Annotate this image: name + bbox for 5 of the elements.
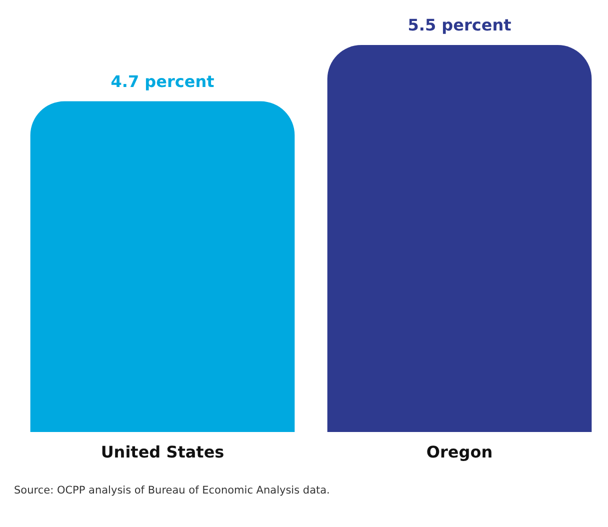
data-label: 4.7 percent [110, 72, 215, 91]
x-tick-label: Oregon [426, 442, 493, 462]
source-note: Source: OCPP analysis of Bureau of Economic Analysis data. [14, 484, 330, 496]
x-tick-label: United States [100, 442, 224, 462]
data-label: 5.5 percent [408, 16, 512, 34]
